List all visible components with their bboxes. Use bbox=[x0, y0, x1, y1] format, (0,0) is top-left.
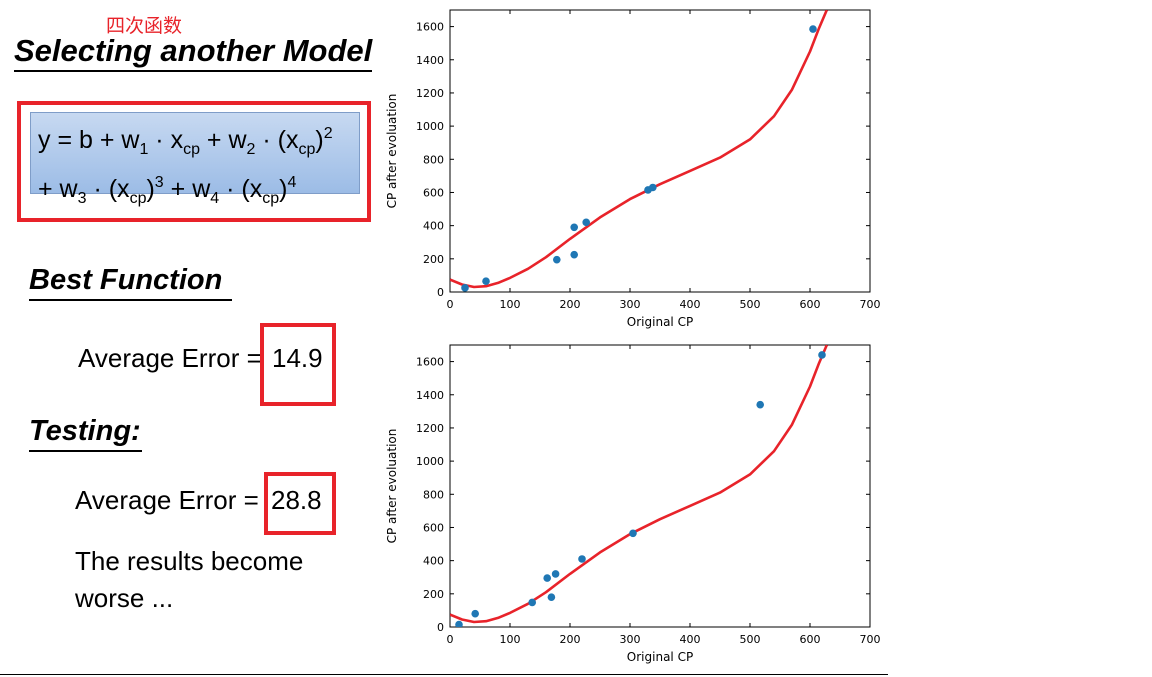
train-chart-ytick-label-0: 0 bbox=[437, 286, 444, 299]
testing-heading: Testing: bbox=[29, 415, 141, 447]
test-chart-point-1 bbox=[471, 609, 479, 618]
train-chart-ytick-label-8: 1600 bbox=[416, 21, 444, 34]
formula-line-2: + w3 · (xcp)3 + w4 · (xcp)4 bbox=[38, 174, 297, 207]
train-chart-ytick-label-4: 800 bbox=[423, 153, 444, 166]
test-chart-ytick-label-3: 600 bbox=[423, 521, 444, 534]
test-chart-point-8 bbox=[756, 400, 764, 409]
test-chart-xlabel: Original CP bbox=[627, 650, 693, 664]
test-chart-point-0 bbox=[455, 620, 463, 627]
test-chart-xtick-label-3: 300 bbox=[620, 633, 641, 646]
test-chart-point-7 bbox=[629, 529, 637, 538]
train-chart-point-7 bbox=[649, 183, 657, 192]
test-chart-ytick-label-4: 800 bbox=[423, 488, 444, 501]
test-chart-frame bbox=[449, 344, 871, 628]
test-chart-xtick-label-0: 0 bbox=[447, 633, 454, 646]
test-chart-ytick-label-5: 1000 bbox=[416, 455, 444, 468]
test-chart-xtick-label-1: 100 bbox=[500, 633, 521, 646]
testing-chart: 0 100 200 300 400 500 600 700 0 200 400 600 800 1000 1… bbox=[385, 344, 881, 664]
train-error-value: 14.9 bbox=[272, 343, 323, 373]
train-chart-ytick-label-3: 600 bbox=[423, 186, 444, 199]
title-underline bbox=[14, 70, 372, 72]
test-chart-fit-curve bbox=[450, 345, 828, 624]
train-chart-frame bbox=[449, 9, 871, 293]
best-function-underline bbox=[29, 299, 232, 301]
testing-underline bbox=[29, 450, 142, 452]
train-chart-xtick-label-5: 500 bbox=[740, 298, 761, 311]
train-chart-xtick-label-1: 100 bbox=[500, 298, 521, 311]
train-chart-ylabel: CP after evoluation bbox=[385, 94, 399, 209]
chinese-annotation: 四次函数 bbox=[106, 15, 183, 37]
test-chart-point-6 bbox=[578, 555, 586, 563]
train-chart-point-8 bbox=[809, 25, 817, 33]
test-chart-ytick-label-7: 1400 bbox=[416, 389, 444, 402]
bottom-rule bbox=[0, 674, 888, 675]
train-chart-ytick-label-5: 1000 bbox=[416, 120, 444, 133]
train-error-box bbox=[260, 323, 336, 406]
train-chart-plot-area bbox=[450, 10, 828, 292]
test-chart-ytick-label-8: 1600 bbox=[416, 356, 444, 369]
test-chart-ytick-label-0: 0 bbox=[437, 621, 444, 634]
test-chart-point-4 bbox=[547, 593, 556, 601]
test-chart-xtick-label-6: 600 bbox=[800, 633, 821, 646]
train-chart-xlabel: Original CP bbox=[627, 315, 693, 329]
test-chart-ytick-label-2: 400 bbox=[423, 555, 444, 568]
train-chart-point-4 bbox=[570, 223, 578, 232]
conclusion-text: The results become worse ... bbox=[75, 546, 304, 613]
training-chart: 0 100 200 300 400 500 600 700 0 200 400 600 800 1000 1… bbox=[385, 9, 881, 329]
test-chart-xtick-label-4: 400 bbox=[680, 633, 701, 646]
train-chart-ytick-label-6: 1200 bbox=[416, 87, 444, 100]
train-chart-point-2 bbox=[553, 255, 561, 264]
model-formula: y = b + w1 · xcp + w2 · (xcp)2 + w3 · (x… bbox=[38, 117, 333, 215]
train-chart-ytick-label-2: 400 bbox=[423, 220, 444, 233]
test-chart-point-3 bbox=[543, 574, 551, 582]
test-chart-ytick-label-6: 1200 bbox=[416, 422, 444, 435]
train-chart-xtick-label-0: 0 bbox=[447, 298, 454, 311]
formula-line-1: y = b + w1 · xcp + w2 · (xcp)2 bbox=[38, 125, 333, 158]
test-chart-ytick-label-1: 200 bbox=[423, 588, 444, 601]
best-function-heading: Best Function bbox=[29, 264, 223, 296]
test-chart-point-2 bbox=[528, 598, 536, 607]
train-chart-point-3 bbox=[570, 250, 578, 259]
slide-title: Selecting another Model bbox=[14, 33, 373, 68]
train-error-label: Average Error = bbox=[78, 343, 262, 373]
test-chart-plot-area bbox=[450, 345, 828, 627]
train-chart-ytick-label-1: 200 bbox=[423, 253, 444, 266]
test-error-value: 28.8 bbox=[271, 485, 322, 515]
test-chart-ylabel: CP after evoluation bbox=[385, 429, 399, 544]
train-chart-fit-curve bbox=[450, 10, 828, 289]
train-chart-xtick-label-7: 700 bbox=[860, 298, 881, 311]
formula-highlight-box bbox=[17, 101, 371, 222]
test-chart-point-9 bbox=[818, 351, 826, 359]
train-chart-xtick-label-4: 400 bbox=[680, 298, 701, 311]
train-chart-xtick-label-2: 200 bbox=[560, 298, 581, 311]
train-chart-point-5 bbox=[582, 218, 590, 227]
train-chart-xtick-label-3: 300 bbox=[620, 298, 641, 311]
test-chart-point-5 bbox=[551, 570, 560, 578]
train-chart-xtick-label-6: 600 bbox=[800, 298, 821, 311]
test-chart-xtick-label-5: 500 bbox=[740, 633, 761, 646]
test-error-label: Average Error = bbox=[75, 485, 259, 515]
train-chart-ytick-label-7: 1400 bbox=[416, 54, 444, 67]
test-chart-xtick-label-2: 200 bbox=[560, 633, 581, 646]
test-error-box bbox=[264, 472, 336, 535]
train-chart-point-1 bbox=[482, 277, 490, 286]
formula-background bbox=[30, 112, 360, 194]
test-chart-xtick-label-7: 700 bbox=[860, 633, 881, 646]
train-chart-point-0 bbox=[461, 284, 469, 292]
